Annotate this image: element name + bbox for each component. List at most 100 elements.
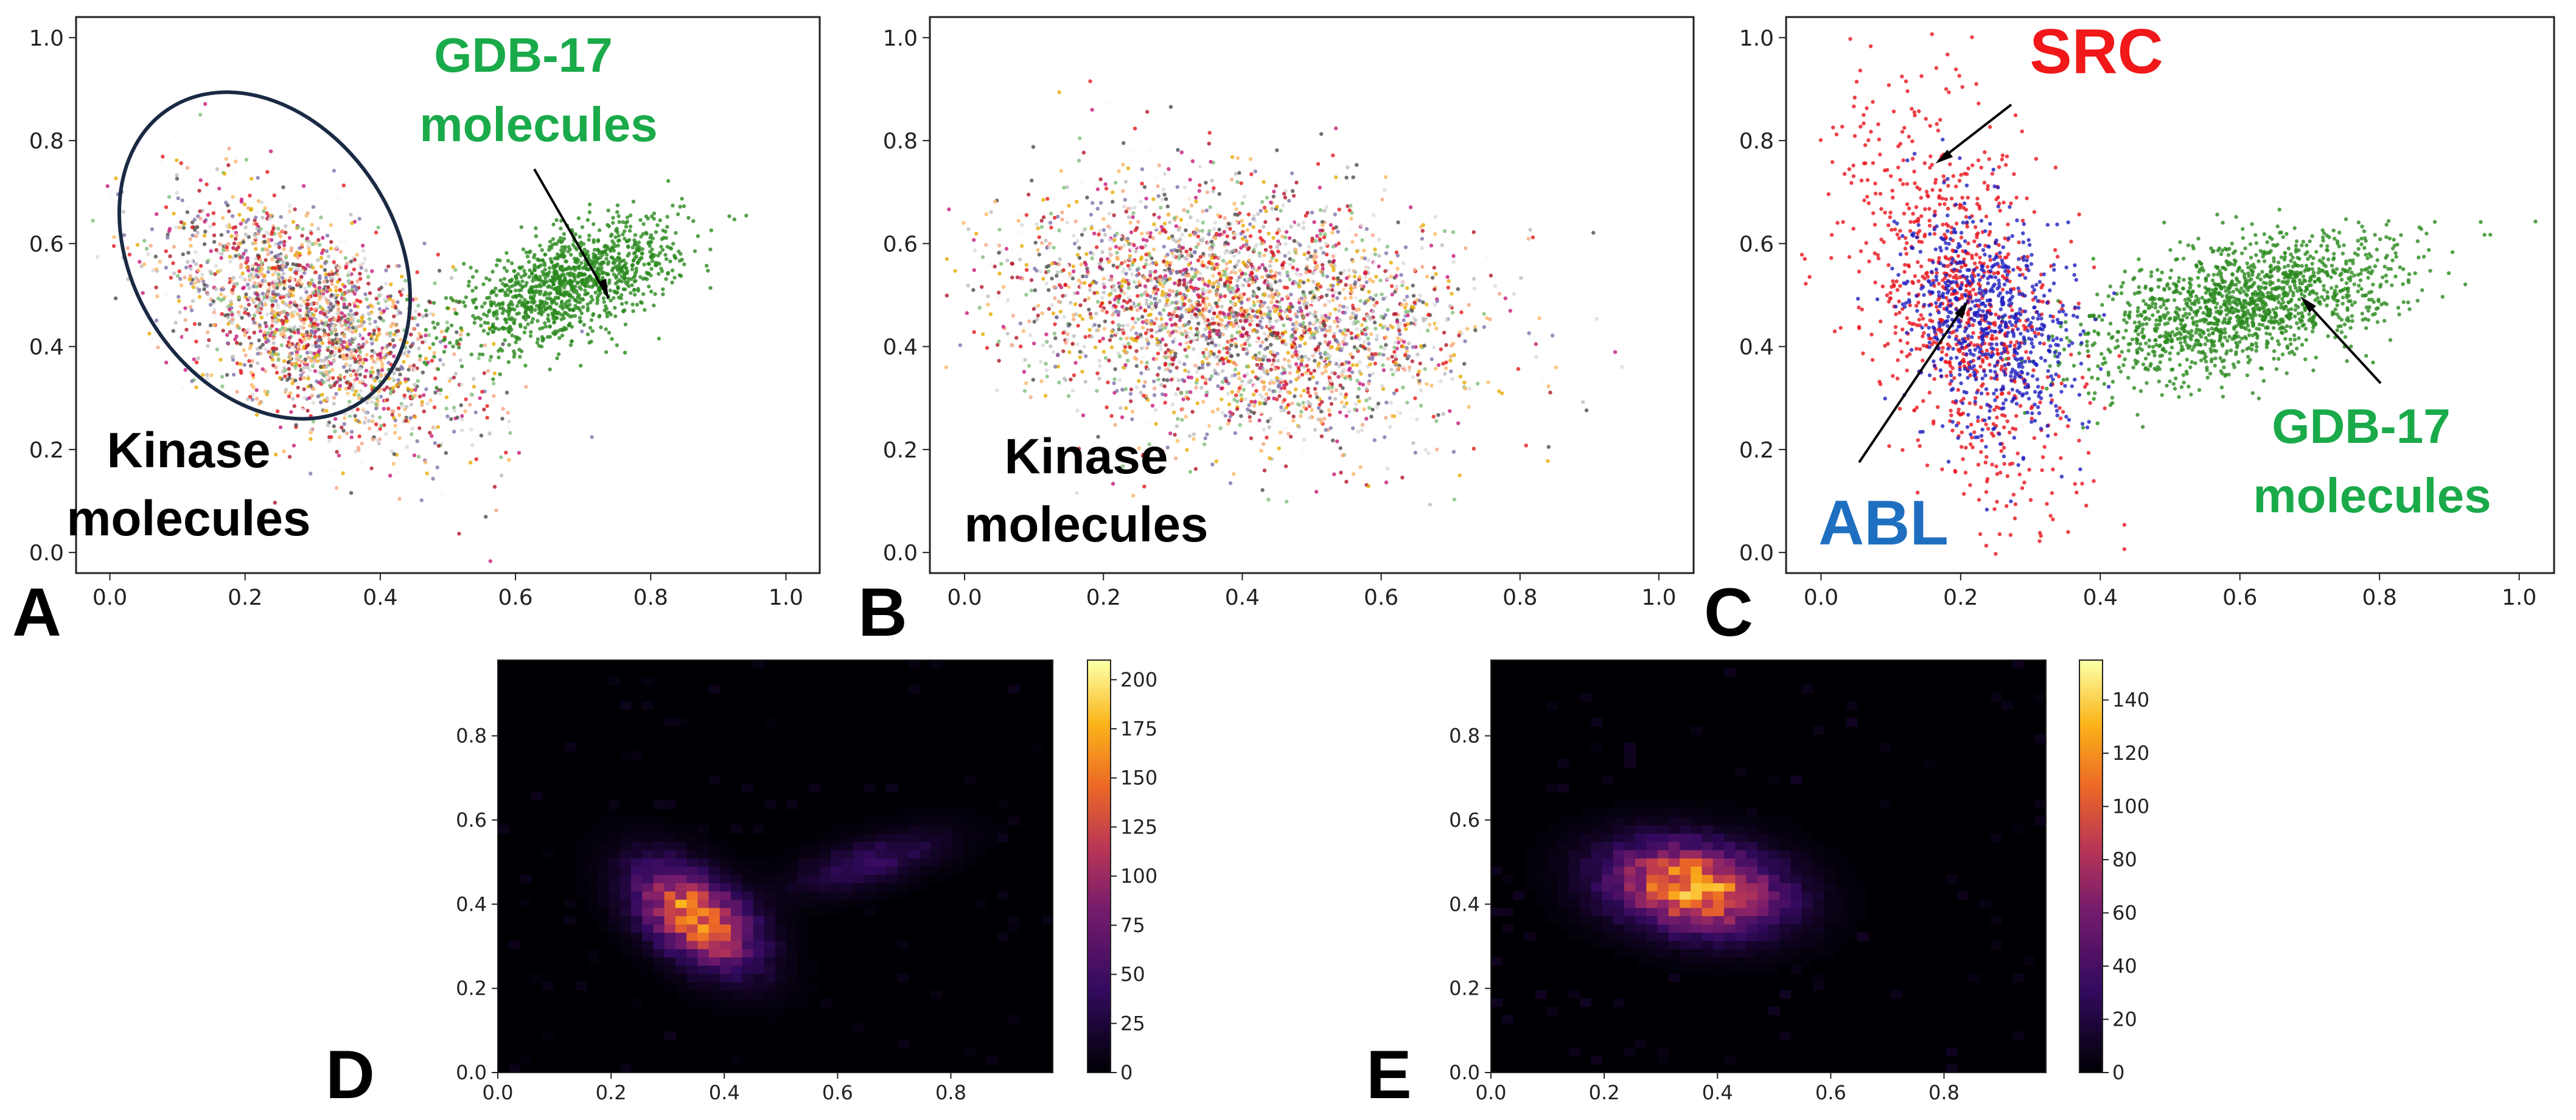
scatter-point: [329, 240, 333, 244]
scatter-point: [398, 393, 402, 398]
scatter-point: [1336, 375, 1341, 379]
scatter-point: [260, 343, 265, 347]
scatter-point: [225, 333, 229, 337]
scatter-point: [231, 195, 235, 199]
scatter-point: [327, 305, 331, 310]
scatter-point: [529, 310, 534, 314]
scatter-point: [309, 437, 313, 441]
x-tick-label: 0.0: [92, 585, 127, 610]
scatter-point: [1183, 368, 1187, 373]
scatter-point: [1053, 296, 1057, 301]
scatter-point: [1240, 219, 1244, 223]
scatter-point: [288, 356, 292, 361]
scatter-point: [535, 341, 539, 345]
scatter-point: [349, 430, 354, 434]
scatter-point: [204, 372, 209, 377]
scatter-point: [1157, 299, 1162, 303]
scatter-point: [1534, 342, 1538, 346]
scatter-point: [1263, 220, 1268, 224]
scatter-point: [1282, 323, 1286, 327]
scatter-point: [439, 388, 443, 392]
scatter-point: [604, 327, 608, 332]
scatter-point: [356, 319, 361, 323]
scatter-point: [299, 274, 304, 279]
scatter-point: [196, 278, 200, 282]
scatter-point: [263, 389, 267, 394]
scatter-point: [519, 225, 523, 229]
scatter-point: [411, 341, 415, 346]
scatter-point: [1065, 220, 1069, 224]
scatter-point: [1237, 259, 1241, 263]
scatter-point: [411, 363, 416, 367]
scatter-point: [1277, 311, 1282, 316]
scatter-point: [518, 355, 522, 359]
scatter-point: [537, 307, 542, 311]
scatter-point: [532, 263, 537, 268]
scatter-point: [1291, 259, 1296, 263]
scatter-point: [203, 102, 208, 106]
scatter-point: [630, 302, 635, 307]
scatter-point: [248, 296, 252, 300]
scatter-point: [682, 262, 686, 266]
scatter-point: [383, 282, 388, 286]
scatter-point: [369, 466, 374, 470]
scatter-point: [562, 232, 566, 236]
scatter-point: [344, 380, 349, 384]
scatter-point: [316, 327, 321, 332]
scatter-point: [257, 308, 262, 313]
scatter-point: [584, 281, 588, 285]
scatter-point: [476, 356, 481, 361]
scatter-point: [332, 395, 337, 400]
annotation-gdb17-a-line2: molecules: [419, 97, 657, 151]
scatter-point: [498, 347, 503, 351]
scatter-point: [1467, 303, 1471, 307]
scatter-point: [306, 244, 310, 248]
scatter-point: [631, 200, 636, 204]
scatter-point: [382, 356, 387, 360]
scatter-point: [617, 220, 621, 224]
scatter-point: [1136, 189, 1140, 193]
scatter-point: [1394, 340, 1398, 344]
scatter-point: [631, 309, 635, 313]
scatter-point: [346, 317, 350, 321]
scatter-point: [332, 383, 337, 388]
scatter-point: [193, 228, 197, 232]
scatter-point: [1262, 428, 1266, 432]
scatter-point: [330, 326, 334, 330]
scatter-point: [448, 341, 452, 345]
scatter-point: [264, 230, 269, 235]
scatter-point: [1020, 244, 1024, 248]
scatter-point: [533, 308, 537, 312]
scatter-point: [298, 324, 303, 329]
scatter-point: [314, 318, 318, 322]
scatter-point: [1212, 227, 1216, 231]
scatter-point: [512, 318, 517, 322]
scatter-point: [1223, 335, 1227, 340]
scatter-point: [337, 349, 341, 353]
scatter-point: [1133, 206, 1137, 210]
scatter-point: [275, 259, 280, 264]
scatter-point: [355, 333, 360, 338]
scatter-point: [190, 225, 195, 229]
scatter-point: [391, 377, 395, 381]
scatter-point: [624, 301, 629, 305]
scatter-point: [1305, 210, 1310, 215]
scatter-point: [1219, 386, 1224, 391]
scatter-point: [327, 273, 331, 277]
scatter-point: [1380, 383, 1384, 388]
scatter-point: [388, 351, 393, 356]
scatter-point: [412, 453, 417, 457]
scatter-point: [1343, 289, 1347, 293]
scatter-point: [338, 239, 343, 244]
scatter-point: [397, 264, 401, 268]
scatter-point: [652, 211, 657, 215]
scatter-point: [1304, 266, 1308, 271]
scatter-point: [658, 218, 662, 223]
scatter-point: [225, 224, 229, 228]
scatter-point: [481, 329, 486, 333]
scatter-point: [1434, 419, 1439, 423]
scatter-point: [382, 406, 386, 411]
scatter-point: [445, 306, 450, 310]
scatter-point: [1100, 296, 1105, 300]
scatter-point: [371, 437, 375, 442]
